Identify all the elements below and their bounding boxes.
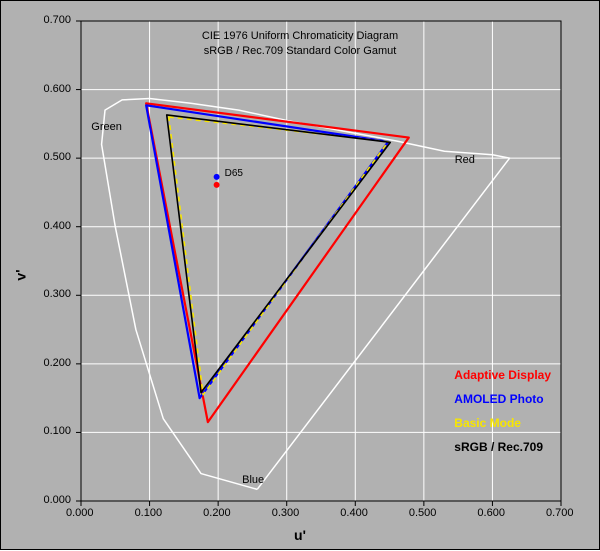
x-tick-label: 0.600 <box>477 507 505 519</box>
y-tick-label: 0.300 <box>43 288 71 300</box>
x-tick-label: 0.000 <box>66 507 94 519</box>
corner-label: Green <box>91 121 122 133</box>
y-tick-label: 0.700 <box>43 14 71 26</box>
chart-frame: CIE 1976 Uniform Chromaticity Diagram sR… <box>0 0 600 550</box>
corner-label: Red <box>455 154 475 166</box>
legend-item: Adaptive Display <box>454 363 551 387</box>
y-tick-label: 0.200 <box>43 357 71 369</box>
d65-label: D65 <box>225 168 243 179</box>
y-axis-label: v' <box>13 269 29 280</box>
chromaticity-svg <box>1 1 600 551</box>
y-tick-label: 0.500 <box>43 151 71 163</box>
x-tick-label: 0.400 <box>340 507 368 519</box>
x-tick-label: 0.100 <box>135 507 163 519</box>
x-tick-label: 0.500 <box>409 507 437 519</box>
y-tick-label: 0.600 <box>43 83 71 95</box>
legend-item: AMOLED Photo <box>454 387 551 411</box>
legend-item: sRGB / Rec.709 <box>454 435 551 459</box>
corner-label: Blue <box>242 474 264 486</box>
title-line1: CIE 1976 Uniform Chromaticity Diagram <box>202 29 398 44</box>
chart-title: CIE 1976 Uniform Chromaticity Diagram sR… <box>202 29 398 59</box>
legend: Adaptive DisplayAMOLED PhotoBasic ModesR… <box>454 363 551 459</box>
x-tick-label: 0.300 <box>272 507 300 519</box>
legend-item: Basic Mode <box>454 411 551 435</box>
title-line2: sRGB / Rec.709 Standard Color Gamut <box>202 44 398 59</box>
x-tick-label: 0.700 <box>546 507 574 519</box>
y-tick-label: 0.000 <box>43 494 71 506</box>
x-tick-label: 0.200 <box>203 507 231 519</box>
x-axis-label: u' <box>294 527 306 543</box>
y-tick-label: 0.100 <box>43 425 71 437</box>
y-tick-label: 0.400 <box>43 220 71 232</box>
